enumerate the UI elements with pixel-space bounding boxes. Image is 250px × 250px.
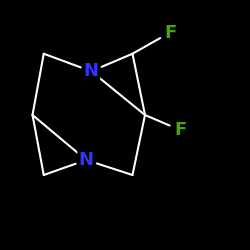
Text: F: F [174,121,186,139]
Text: N: N [84,62,99,80]
Text: N: N [79,151,94,169]
Text: F: F [164,24,176,42]
